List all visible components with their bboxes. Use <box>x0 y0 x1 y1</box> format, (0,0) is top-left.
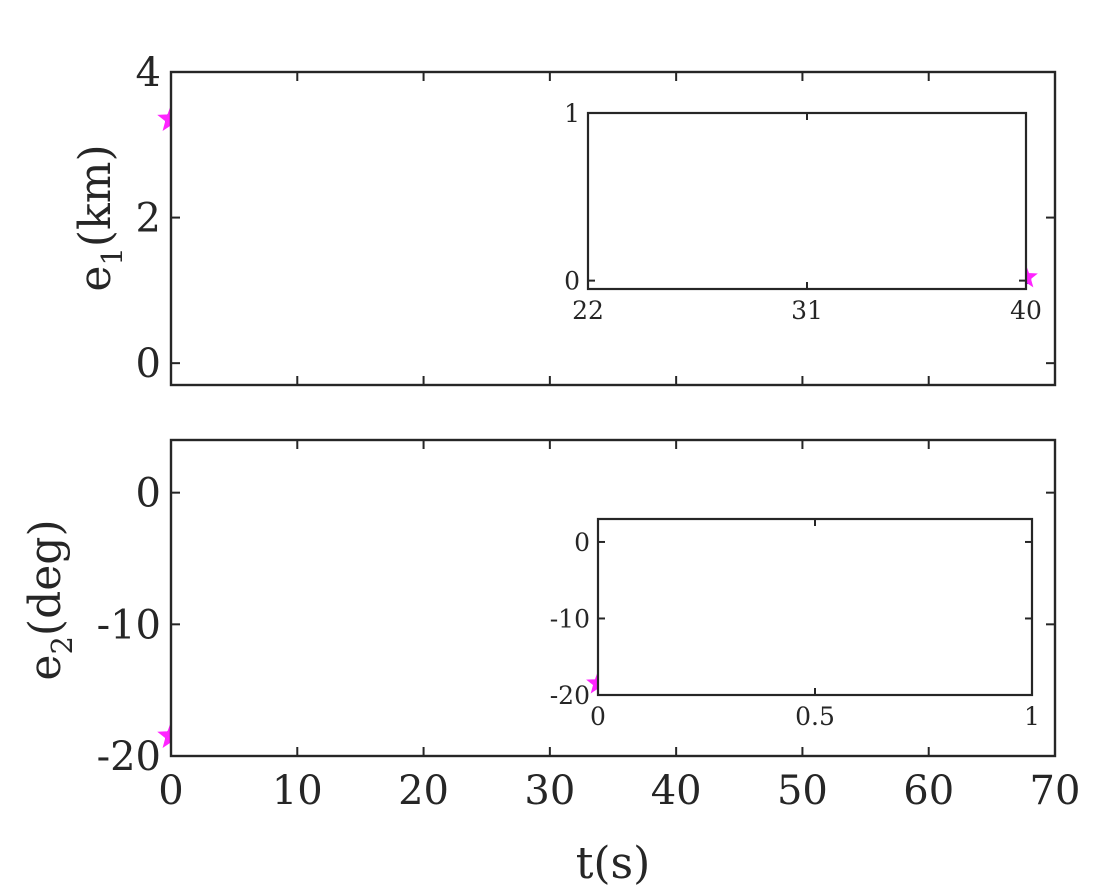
e2_main-xtick-label-7: 70 <box>1030 768 1081 814</box>
e2-ylabel-sub: 2 <box>45 636 79 654</box>
e2_main-xtick-label-1: 10 <box>272 768 323 814</box>
e2_inset-frame <box>596 517 1034 697</box>
x-axis-label: t(s) <box>576 838 651 889</box>
e1_inset-xtick-label-0: 22 <box>572 296 604 325</box>
e2_inset-xtick-label-2: 1 <box>1024 702 1040 731</box>
e1_main-ytick-label-1: 2 <box>136 196 161 242</box>
e2_main-xtick-label-3: 30 <box>524 768 575 814</box>
e1_inset-ytick-label-1: 1 <box>564 99 580 128</box>
e2_main-xtick-label-4: 40 <box>651 768 702 814</box>
e1_inset-ytick-label-0: 0 <box>564 267 580 296</box>
e2_inset-xtick-label-0: 0 <box>590 702 606 731</box>
e2_main-xtick-label-0: 0 <box>158 768 183 814</box>
e2_inset-ytick-label-0: -20 <box>550 681 590 710</box>
e2_main-ytick-label-2: 0 <box>136 471 161 517</box>
e2_main-xtick-label-2: 20 <box>398 768 449 814</box>
e2-ylabel-unit: (deg) <box>20 519 71 636</box>
e1_inset-xtick-label-2: 40 <box>1010 296 1042 325</box>
e2-ylabel-base: e <box>20 655 71 681</box>
e2_main-ytick-label-0: -20 <box>97 734 161 780</box>
e2_main-xtick-label-5: 50 <box>777 768 828 814</box>
e2-ylabel: e2(deg) <box>20 519 79 680</box>
e1-ylabel: e1(km) <box>70 144 129 291</box>
e1_main-ytick-label-2: 4 <box>136 50 161 96</box>
e2_inset-ytick-label-1: -10 <box>550 604 590 633</box>
e1_inset-frame <box>586 111 1028 291</box>
e2_inset-ytick-label-2: 0 <box>574 528 590 557</box>
e2_main-ytick-label-1: -10 <box>97 602 161 648</box>
e2_main-xtick-label-6: 60 <box>903 768 954 814</box>
e1_main-ytick-label-0: 0 <box>136 341 161 387</box>
e1-ylabel-base: e <box>70 266 121 292</box>
e2_inset-xtick-label-1: 0.5 <box>795 702 835 731</box>
e1-ylabel-sub: 1 <box>95 247 129 265</box>
e1-ylabel-unit: (km) <box>70 144 121 247</box>
e1-inset-axes: 22 31 40 0 1 <box>564 99 1042 325</box>
e2-inset-axes: 0 0.5 1 -20 -10 0 <box>550 517 1040 731</box>
e1_inset-xtick-label-1: 31 <box>791 296 823 325</box>
